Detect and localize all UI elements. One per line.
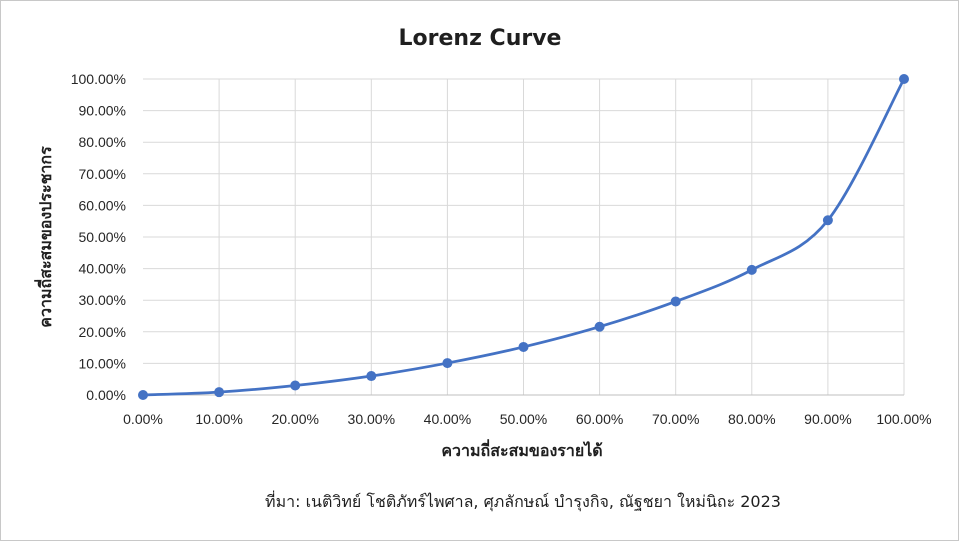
y-tick-label: 0.00% [86,387,126,403]
x-tick-label: 30.00% [348,411,395,427]
data-point [138,390,148,400]
data-point [442,358,453,369]
data-point [899,74,909,84]
data-point [822,215,833,226]
y-axis-title: ความถี่สะสมของประชากร [34,146,55,328]
data-point [366,371,377,382]
y-tick-labels: 0.00% 10.00% 20.00% 30.00% 40.00% 50.00% 60.00… [71,71,126,403]
x-tick-label: 40.00% [424,411,471,427]
data-point [290,380,301,391]
series-layer [138,74,909,400]
x-tick-label: 80.00% [728,411,775,427]
x-tick-label: 70.00% [652,411,699,427]
y-tick-label: 70.00% [79,166,126,182]
data-point [594,321,605,332]
chart-title: Lorenz Curve [399,26,562,51]
x-tick-label: 10.00% [195,411,242,427]
x-tick-label: 90.00% [804,411,851,427]
y-tick-label: 30.00% [79,292,126,308]
y-tick-label: 40.00% [79,261,126,277]
x-tick-label: 60.00% [576,411,623,427]
x-tick-labels: 0.00% 10.00% 20.00% 30.00% 40.00% 50.00% 60.00… [123,411,931,427]
y-tick-label: 20.00% [79,324,126,340]
data-point [746,264,757,275]
x-tick-label: 100.00% [876,411,931,427]
data-point [670,296,681,307]
y-tick-label: 60.00% [79,197,126,213]
x-tick-label: 0.00% [123,411,163,427]
y-tick-label: 100.00% [71,71,126,87]
data-point [214,387,225,398]
y-tick-label: 10.00% [79,355,126,371]
data-point [518,341,529,352]
source-note: ที่มา: เนติวิทย์ โชติภัทร์ไพศาล, ศุภลักษ… [265,490,781,512]
series-line [142,78,906,397]
y-tick-label: 80.00% [79,134,126,150]
y-tick-label: 50.00% [79,229,126,245]
y-tick-label: 90.00% [79,103,126,119]
x-tick-label: 50.00% [500,411,547,427]
x-axis-title: ความถี่สะสมของรายได้ [441,439,602,460]
x-tick-label: 20.00% [271,411,318,427]
grid [143,78,905,396]
